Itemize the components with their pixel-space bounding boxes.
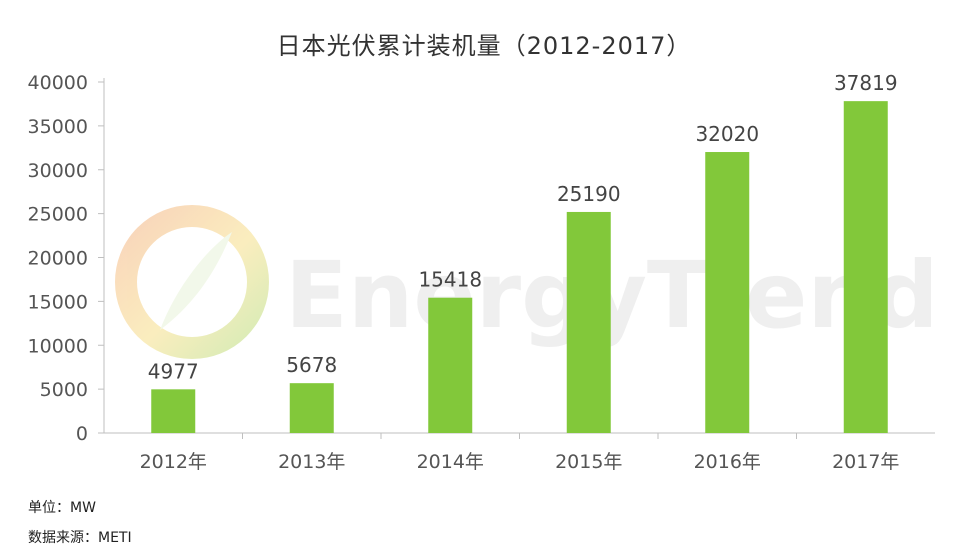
y-tick-label: 35000 — [28, 116, 88, 138]
unit-note: 单位：MW — [28, 500, 96, 516]
y-tick-label: 25000 — [28, 204, 88, 226]
bar — [428, 297, 473, 433]
watermark-leaf-icon — [160, 232, 232, 330]
bar — [566, 211, 611, 433]
data-label: 37819 — [834, 71, 898, 95]
bar — [843, 101, 888, 433]
bar — [151, 389, 196, 433]
x-tick-label: 2015年 — [555, 451, 622, 473]
data-label: 32020 — [695, 122, 759, 146]
watermark-ring — [115, 205, 269, 359]
data-label: 4977 — [148, 359, 199, 383]
y-tick-label: 30000 — [28, 160, 88, 182]
y-tick-label: 5000 — [40, 379, 88, 401]
data-label: 25190 — [557, 182, 621, 206]
watermark-text: EnergyTrend — [285, 242, 939, 349]
x-tick-label: 2014年 — [417, 451, 484, 473]
watermark-logo: EnergyTrend — [115, 205, 939, 359]
data-label: 15418 — [418, 268, 482, 292]
x-tick-label: 2012年 — [140, 451, 207, 473]
y-tick-label: 0 — [76, 423, 88, 445]
bar — [705, 152, 750, 433]
y-tick-label: 20000 — [28, 248, 88, 270]
source-note: 数据来源：METI — [28, 530, 132, 546]
data-label: 5678 — [286, 353, 337, 377]
x-tick-label: 2013年 — [278, 451, 345, 473]
bar — [289, 383, 334, 433]
chart-title: 日本光伏累计装机量（2012-2017） — [276, 32, 692, 60]
y-tick-label: 10000 — [28, 335, 88, 357]
y-tick-label: 15000 — [28, 291, 88, 313]
x-tick-label: 2017年 — [832, 451, 899, 473]
x-tick-label: 2016年 — [694, 451, 761, 473]
y-tick-label: 40000 — [28, 72, 88, 94]
